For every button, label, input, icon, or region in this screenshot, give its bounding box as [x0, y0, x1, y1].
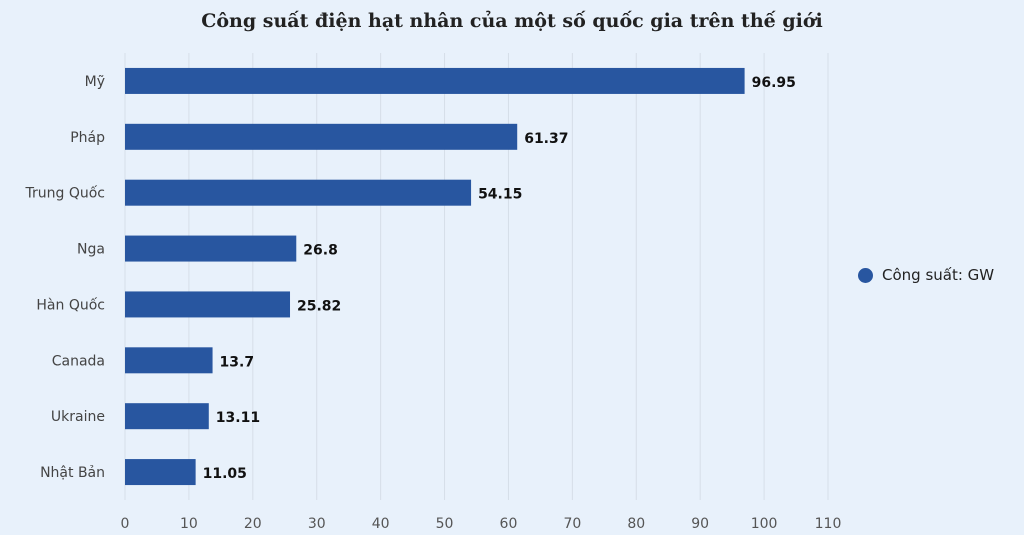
category-label: Canada: [52, 353, 105, 369]
x-tick-label: 20: [244, 516, 262, 532]
x-tick-label: 0: [121, 516, 130, 532]
x-tick-label: 30: [308, 516, 326, 532]
bar[interactable]: [125, 347, 213, 374]
data-label: 61.37: [524, 131, 568, 147]
data-label: 96.95: [752, 75, 796, 91]
legend-label: Công suất: GW: [882, 266, 995, 284]
category-label: Nga: [77, 242, 105, 258]
x-tick-label: 60: [500, 516, 518, 532]
x-tick-label: 100: [751, 516, 778, 532]
x-tick-label: 80: [627, 516, 645, 532]
bar[interactable]: [125, 403, 209, 430]
legend-marker: [858, 267, 873, 283]
bar[interactable]: [125, 179, 472, 206]
x-tick-label: 40: [372, 516, 390, 532]
data-label: 11.05: [203, 466, 247, 482]
data-label: 13.11: [216, 410, 260, 426]
x-tick-label: 50: [436, 516, 454, 532]
bar[interactable]: [125, 123, 518, 150]
category-label: Ukraine: [51, 409, 105, 425]
x-tick-label: 110: [815, 516, 842, 532]
x-tick-label: 70: [563, 516, 581, 532]
category-label: Hàn Quốc: [36, 296, 105, 313]
data-label: 26.8: [303, 243, 338, 259]
category-label: Trung Quốc: [25, 185, 106, 202]
data-label: 54.15: [478, 187, 522, 203]
x-tick-label: 90: [691, 516, 709, 532]
category-label: Nhật Bản: [40, 465, 105, 481]
bar[interactable]: [125, 459, 196, 486]
x-tick-label: 10: [180, 516, 198, 532]
category-label: Mỹ: [85, 74, 105, 90]
legend[interactable]: Công suất: GW: [858, 266, 994, 284]
category-label: Pháp: [70, 130, 105, 146]
chart-title: Công suất điện hạt nhân của một số quốc …: [201, 10, 823, 32]
bar[interactable]: [125, 291, 291, 318]
data-label: 25.82: [297, 298, 341, 314]
data-label: 13.7: [220, 354, 255, 370]
bar[interactable]: [125, 67, 745, 94]
bar[interactable]: [125, 235, 297, 262]
